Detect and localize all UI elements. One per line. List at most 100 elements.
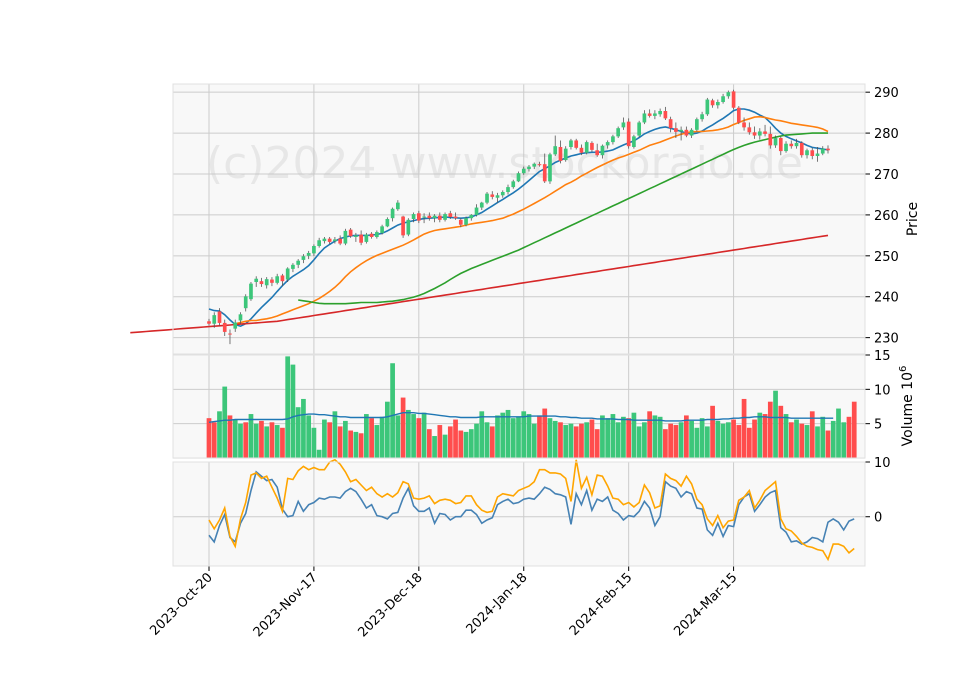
- volume-bar: [558, 422, 563, 458]
- candle-body: [742, 122, 746, 128]
- volume-bar: [416, 418, 422, 458]
- candle: [815, 147, 820, 162]
- candle-body: [642, 113, 647, 123]
- candle-body: [296, 260, 301, 265]
- volume-bar: [851, 401, 857, 458]
- volume-average: [208, 412, 834, 423]
- candle: [495, 192, 500, 203]
- candle: [542, 153, 547, 183]
- candle-body: [301, 256, 306, 260]
- candle-body: [469, 214, 474, 219]
- volume-bar: [337, 426, 343, 458]
- moving-averages: [130, 108, 829, 334]
- volume-bar: [767, 401, 773, 458]
- candle-body: [364, 234, 369, 242]
- candle-body: [705, 99, 710, 115]
- volume-bar: [757, 412, 763, 458]
- candle-body: [569, 140, 573, 147]
- candle-body: [422, 216, 426, 218]
- volume-bar: [364, 414, 369, 458]
- volume-bar: [725, 422, 731, 458]
- candle: [437, 212, 442, 223]
- candle: [485, 192, 489, 205]
- candle: [647, 109, 652, 118]
- candle-body: [222, 322, 227, 332]
- candle-body: [411, 214, 416, 219]
- volume-bar: [437, 425, 443, 458]
- volume-bar: [752, 419, 757, 458]
- volume-bar: [505, 409, 511, 458]
- volume-bar: [495, 415, 500, 458]
- candle: [663, 106, 668, 120]
- volume-bar: [594, 429, 600, 458]
- candle-body: [437, 215, 442, 220]
- volume-bar: [301, 398, 306, 458]
- candle-body: [238, 314, 243, 321]
- volume-bar: [343, 420, 348, 458]
- candle: [632, 134, 636, 149]
- volume-bar: [238, 423, 243, 458]
- candle-body: [731, 91, 736, 108]
- volume-bar: [647, 411, 653, 458]
- candle: [490, 191, 495, 200]
- volume-bar: [322, 419, 327, 458]
- candle-body: [542, 164, 547, 182]
- volume-bar: [316, 449, 322, 458]
- volume-bar: [474, 423, 479, 458]
- indicator-line-2: [208, 458, 855, 562]
- volume-bar: [573, 426, 579, 458]
- candle-body: [432, 215, 437, 219]
- candle-body: [259, 281, 264, 285]
- x-tick-label: 2023-Nov-17: [251, 570, 321, 640]
- candle-body: [616, 128, 621, 137]
- candle-body: [826, 148, 830, 151]
- indicator-line-1: [208, 470, 855, 545]
- price-ytick-label: 280: [874, 127, 899, 142]
- volume-bar: [710, 405, 715, 458]
- volume-bar: [479, 411, 485, 458]
- volume-bar: [799, 423, 805, 458]
- volume-bar: [500, 412, 506, 458]
- candle: [747, 122, 752, 135]
- candle-body: [385, 219, 390, 227]
- candle-body: [490, 194, 495, 197]
- candle-body: [736, 107, 741, 123]
- volume-bar: [652, 415, 658, 458]
- volume-bar: [311, 427, 317, 458]
- candle-body: [773, 138, 778, 146]
- candlesticks: [207, 89, 830, 345]
- volume-bar: [825, 430, 831, 458]
- price-ytick-label: 260: [874, 209, 899, 224]
- candle: [805, 148, 809, 159]
- candle-body: [563, 148, 568, 161]
- candle: [569, 138, 573, 150]
- candle: [401, 215, 405, 238]
- volume-average-line: [208, 412, 834, 423]
- candle: [500, 190, 505, 198]
- x-tick-label: 2024-Mar-15: [671, 570, 740, 639]
- candle-body: [805, 150, 809, 156]
- candle: [553, 135, 558, 156]
- candle-body: [548, 154, 552, 182]
- candle: [217, 308, 222, 326]
- candle: [558, 140, 563, 164]
- candle: [380, 224, 384, 235]
- price-ytick-label: 290: [874, 86, 899, 101]
- candle: [668, 116, 673, 133]
- candle: [280, 273, 285, 287]
- candle: [689, 128, 694, 138]
- volume-bar: [395, 415, 401, 458]
- volume-bar: [552, 420, 558, 458]
- candle: [479, 201, 484, 210]
- candle-body: [285, 268, 290, 280]
- volume-bar: [773, 390, 778, 458]
- candle-body: [406, 219, 411, 235]
- candle-body: [495, 195, 500, 198]
- candle: [653, 110, 657, 120]
- volume-bar: [788, 422, 794, 458]
- candle-body: [763, 131, 767, 134]
- candle: [270, 277, 274, 287]
- candle-body: [820, 148, 825, 154]
- candle-body: [810, 150, 815, 156]
- volume-bar: [631, 412, 637, 458]
